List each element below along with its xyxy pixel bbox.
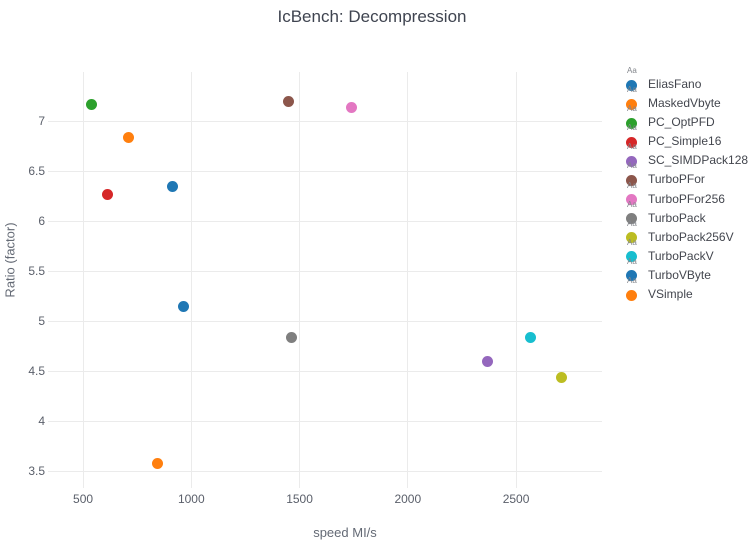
y-tick-label: 4.5 — [28, 364, 45, 378]
legend-marker-icon — [626, 155, 637, 167]
legend-marker-icon — [626, 174, 637, 186]
legend-text-glyph: Aa — [627, 161, 637, 171]
legend-marker-icon — [626, 136, 637, 148]
x-axis-title: speed MI/s — [313, 525, 377, 540]
data-point-VSimple[interactable] — [122, 131, 134, 143]
legend-text-glyph: Aa — [627, 180, 637, 190]
legend-label: TurboPackV — [648, 248, 714, 263]
legend-item-TurboPack[interactable]: Aa TurboPack — [620, 200, 756, 225]
data-point-TurboPackV[interactable] — [524, 331, 536, 343]
y-axis-title: Ratio (factor) — [2, 222, 18, 298]
gridline-horizontal — [48, 120, 602, 122]
legend-item-SC_SIMDPack128[interactable]: Aa SC_SIMDPack128 — [620, 143, 756, 168]
gridline-horizontal — [48, 170, 602, 172]
gridline-horizontal — [48, 320, 602, 322]
data-point-TurboPack[interactable] — [286, 331, 298, 343]
legend-text-glyph: Aa — [627, 218, 637, 228]
x-tick-label: 2000 — [394, 492, 422, 506]
legend-text-glyph: Aa — [627, 199, 637, 209]
y-tick-label: 6 — [38, 214, 45, 228]
legend-text-glyph: Aa — [627, 104, 637, 114]
legend-item-TurboPackV[interactable]: Aa TurboPackV — [620, 238, 756, 263]
x-tick-label: 1000 — [177, 492, 205, 506]
legend-item-MaskedVbyte[interactable]: Aa MaskedVbyte — [620, 86, 756, 111]
legend-label: PC_Simple16 — [648, 134, 722, 149]
legend-item-PC_Simple16[interactable]: Aa PC_Simple16 — [620, 124, 756, 149]
data-point-EliasFano[interactable] — [166, 180, 178, 192]
legend-item-TurboVByte[interactable]: Aa TurboVByte — [620, 257, 756, 282]
y-tick-label: 6.5 — [28, 164, 45, 178]
legend-text-glyph: Aa — [627, 142, 637, 152]
legend-item-PC_OptPFD[interactable]: Aa PC_OptPFD — [620, 105, 756, 130]
plot-area[interactable] — [48, 72, 602, 488]
legend-label: VSimple — [648, 287, 693, 302]
legend-item-EliasFano[interactable]: Aa EliasFano — [620, 67, 756, 91]
legend-marker-icon — [626, 251, 637, 263]
gridline-horizontal — [48, 420, 602, 422]
gridline-horizontal — [48, 270, 602, 272]
y-tick-label: 5 — [38, 314, 45, 328]
legend-marker-icon — [626, 270, 637, 282]
legend-marker-icon — [626, 98, 637, 110]
gridline-vertical — [407, 72, 409, 488]
chart-title: IcBench: Decompression — [277, 7, 467, 26]
x-tick-label: 500 — [73, 492, 94, 506]
gridline-horizontal — [48, 220, 602, 222]
data-point-TurboVByte[interactable] — [177, 300, 189, 312]
legend-label: TurboPack — [648, 210, 706, 225]
data-point-TurboPack256V[interactable] — [556, 371, 568, 383]
x-tick-label: 2500 — [502, 492, 530, 506]
legend-marker-icon — [626, 289, 637, 301]
data-point-MaskedVbyte[interactable] — [152, 457, 164, 469]
legend-label: PC_OptPFD — [648, 115, 715, 130]
legend-text-glyph: Aa — [627, 237, 637, 247]
legend-label: TurboPFor — [648, 172, 705, 187]
legend-label: SC_SIMDPack128 — [648, 153, 749, 168]
gridline-horizontal — [48, 470, 602, 472]
data-point-PC_OptPFD[interactable] — [86, 98, 98, 110]
data-point-PC_Simple16[interactable] — [101, 188, 113, 200]
legend: Aa EliasFano Aa MaskedVbyte Aa PC_OptPFD Aa PC_… — [620, 67, 756, 302]
legend-label: TurboPFor256 — [648, 191, 725, 206]
gridline-horizontal — [48, 370, 602, 372]
legend-label: TurboVByte — [648, 267, 711, 282]
legend-item-TurboPFor256[interactable]: Aa TurboPFor256 — [620, 181, 756, 206]
legend-item-VSimple[interactable]: Aa VSimple — [620, 277, 756, 302]
legend-label: TurboPack256V — [648, 229, 734, 244]
legend-label: MaskedVbyte — [648, 96, 721, 111]
x-tick-label: 1500 — [286, 492, 313, 506]
data-point-TurboPFor[interactable] — [282, 95, 294, 107]
data-point-TurboPFor256[interactable] — [345, 101, 357, 113]
gridline-vertical — [190, 72, 192, 488]
legend-marker-icon — [626, 79, 637, 91]
legend-marker-icon — [626, 232, 637, 244]
legend-marker-icon — [626, 213, 637, 225]
y-tick-label: 5.5 — [28, 264, 45, 278]
gridline-vertical — [515, 72, 517, 488]
legend-text-glyph: Aa — [627, 256, 637, 266]
legend-item-TurboPack256V[interactable]: Aa TurboPack256V — [620, 219, 756, 244]
y-tick-label: 4 — [38, 414, 45, 428]
y-tick-label: 3.5 — [28, 464, 45, 478]
legend-marker-icon — [626, 194, 637, 206]
legend-item-TurboPFor[interactable]: Aa TurboPFor — [620, 162, 756, 187]
legend-text-glyph: Aa — [627, 85, 637, 95]
legend-text-glyph: Aa — [627, 66, 637, 75]
y-tick-label: 7 — [38, 114, 45, 128]
gridline-vertical — [299, 72, 301, 488]
legend-marker-icon — [626, 117, 637, 129]
legend-text-glyph: Aa — [627, 123, 637, 133]
data-point-SC_SIMDPack128[interactable] — [481, 355, 493, 367]
legend-label: EliasFano — [648, 77, 702, 91]
gridline-vertical — [82, 72, 84, 488]
legend-text-glyph: Aa — [627, 276, 637, 286]
